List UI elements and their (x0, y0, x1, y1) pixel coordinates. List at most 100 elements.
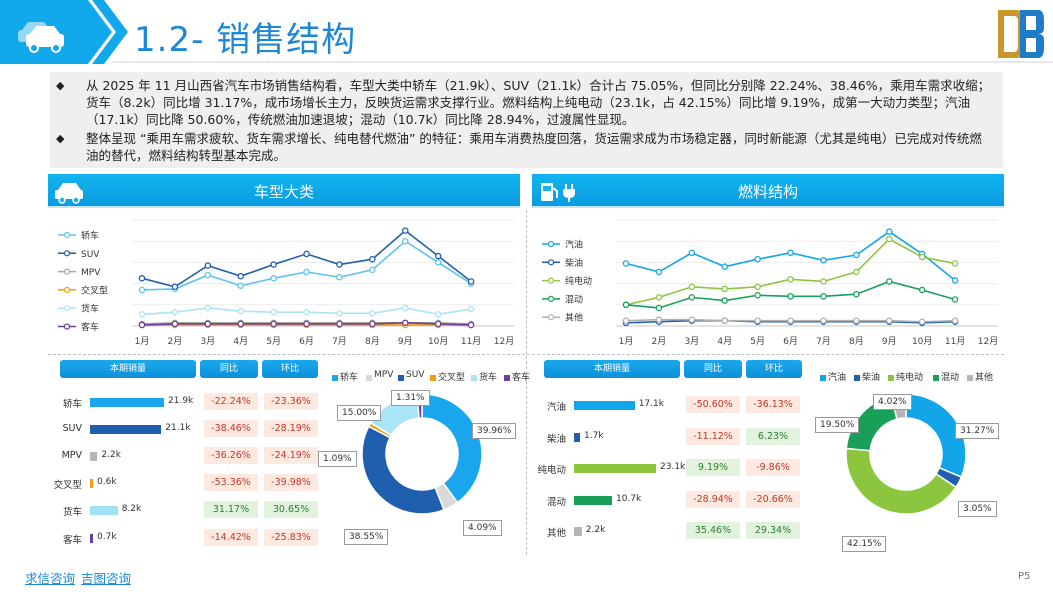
x-tick-label: 10月 (912, 336, 932, 347)
x-tick-label: 11月 (461, 336, 481, 347)
slice-label: 19.50% (815, 417, 860, 433)
volume-value: 10.7k (615, 493, 642, 504)
data-point (951, 317, 959, 324)
line-chart-vehicle-type: 1月 2月 3月 4月 5月 6月 7月 8月 9月 10月 11月 12月 轿车 SUV MPV 交叉型货车… (58, 219, 514, 347)
data-point (688, 294, 696, 301)
data-point (237, 272, 244, 280)
data-point (369, 310, 376, 317)
footer-link-1[interactable]: 求信咨询 (25, 571, 76, 586)
yoy-value: -38.46% (204, 420, 258, 438)
footer-link-2[interactable]: 吉图咨询 (81, 571, 132, 586)
legend-swatch (332, 375, 338, 381)
data-point (886, 228, 893, 235)
yoy-value: -11.12% (686, 427, 740, 445)
slice-label: 39.96% (472, 423, 517, 439)
legend-label: 货车 (479, 373, 498, 383)
data-point (688, 316, 696, 323)
summary-bullet-2: ◆ 整体呈现 “乘用车需求疲软、货车需求增长、纯电替代燃油” 的特征：乘用车消费… (56, 130, 991, 164)
mom-value: -25.83% (264, 528, 318, 546)
data-point (303, 308, 310, 316)
mom-value: -23.36% (264, 393, 318, 410)
legend-label: 汽油 (565, 239, 583, 251)
summary-text-1: 从 2025 年 11 月山西省汽车市场销售结构看，车型大类中轿车（21.9k）… (86, 78, 991, 127)
data-point (787, 249, 794, 257)
legend-marker (547, 295, 555, 303)
data-point (787, 293, 794, 300)
legend-swatch (504, 375, 510, 381)
x-tick-label: 3月 (684, 336, 699, 347)
legend-marker (547, 277, 555, 284)
legend-marker (547, 314, 555, 321)
data-point (434, 252, 442, 260)
volume-value: 1.7k (584, 430, 604, 441)
volume-bar (574, 401, 635, 410)
volume-bar (574, 432, 581, 442)
mom-value: -36.13% (746, 396, 800, 413)
yoy-value: -28.94% (686, 490, 740, 508)
x-tick-label: 3月 (200, 336, 215, 347)
yoy-value: -36.26% (204, 447, 258, 465)
yoy-value: -50.60% (686, 396, 740, 413)
row-label: 客车 (62, 534, 82, 546)
data-point (467, 305, 475, 313)
car-icon (55, 183, 83, 204)
fuel-and-plug-icon (541, 183, 575, 202)
table-header-yoy-fuel: 同比 (684, 360, 742, 378)
volume-value: 23.1k (660, 462, 686, 472)
series-line (141, 229, 472, 288)
bullet-marker: ◆ (56, 132, 65, 145)
section-title-vehicle-type: 车型大类 (253, 183, 314, 201)
legend-label: 纯电动 (896, 373, 924, 383)
data-point (918, 253, 926, 261)
table-header-mom-fuel: 环比 (746, 360, 802, 378)
data-point (886, 278, 893, 285)
table-header-yoy: 同比 (200, 360, 258, 378)
row-label: 交叉型 (53, 480, 82, 492)
data-point (237, 307, 244, 315)
data-point (721, 263, 728, 270)
legend-swatch (888, 375, 894, 381)
x-tick-label: 7月 (332, 336, 347, 347)
x-tick-label: 5月 (266, 336, 281, 347)
data-point (402, 237, 409, 245)
data-point (303, 268, 310, 276)
data-point (204, 304, 212, 312)
data-point (754, 292, 761, 299)
data-point (336, 320, 343, 328)
mom-value: -9.86% (746, 459, 800, 476)
data-point (467, 278, 475, 285)
legend-label: 纯电动 (565, 275, 592, 287)
data-point (237, 320, 244, 328)
data-point (204, 271, 212, 279)
data-point (655, 294, 663, 301)
slice-label: 31.27% (955, 423, 1000, 439)
data-point (886, 235, 893, 243)
summary-bullet-1: ◆ 从 2025 年 11 月山西省汽车市场销售结构看，车型大类中轿车（21.9… (56, 77, 991, 128)
volume-value: 21.9k (168, 396, 194, 406)
data-point (754, 283, 761, 291)
volume-bar (574, 527, 582, 536)
legend-swatch (967, 375, 973, 381)
data-point (204, 262, 212, 269)
x-tick-label: 2月 (168, 336, 183, 347)
data-point (270, 275, 277, 282)
data-point (138, 286, 146, 294)
horizontal-divider (48, 354, 1004, 355)
x-tick-label: 6月 (299, 336, 314, 347)
legend-label: 其他 (975, 373, 994, 383)
volume-bar (90, 425, 162, 435)
data-point (369, 255, 376, 263)
x-tick-label: 10月 (428, 336, 448, 347)
data-point (754, 317, 761, 324)
x-tick-label: 5月 (750, 336, 765, 347)
x-tick-label: 12月 (494, 336, 514, 347)
yoy-value: 9.19% (686, 459, 740, 476)
volume-bar (574, 495, 612, 505)
donut-slice (421, 393, 483, 504)
legend-marker (63, 323, 71, 330)
data-point (204, 320, 212, 328)
legend-swatch (933, 375, 939, 381)
legend-label: 客车 (81, 321, 99, 333)
mom-value: 29.34% (746, 522, 800, 539)
